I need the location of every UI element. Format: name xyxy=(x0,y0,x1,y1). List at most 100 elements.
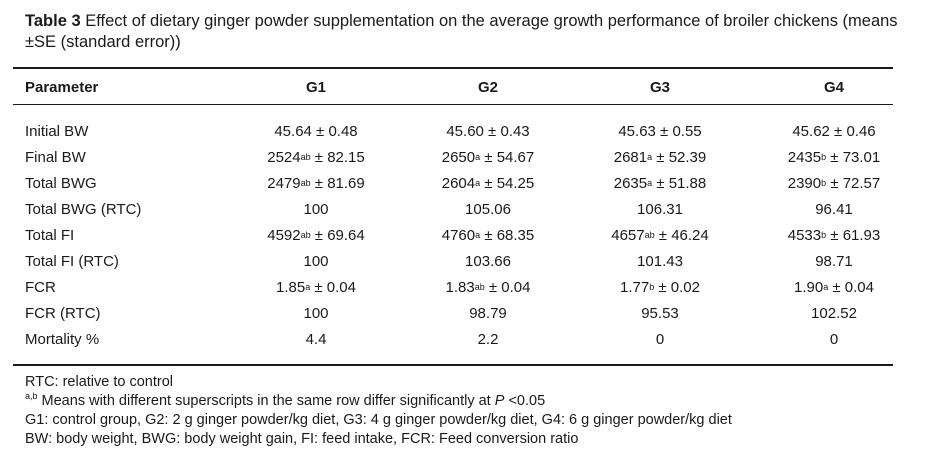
table-row: Total FI (RTC) 100 103.66 101.43 98.71 xyxy=(13,248,893,274)
table-row: Total FI 4592 ab ± 69.64 4760 a ± 68.35 4657 a… xyxy=(13,222,893,248)
cell-mean: 98.71 xyxy=(815,252,853,270)
table-row: Initial BW 45.64 ± 0.48 45.60 ± 0.43 45.63 … xyxy=(13,118,893,144)
cell-mean: 2635 xyxy=(613,174,648,192)
cell-mean: 4592 xyxy=(267,226,301,244)
bottom-rule xyxy=(13,364,893,366)
header-g3: G3 xyxy=(649,78,670,96)
cell-mean: 2479 xyxy=(267,174,301,192)
cell-mean: 98.79 xyxy=(469,304,507,322)
cell-mean: 2604 xyxy=(441,174,476,192)
row-parameter: Initial BW xyxy=(25,122,89,140)
cell-g2: 98.79 xyxy=(413,300,563,326)
cell-mean: 2435 xyxy=(787,148,822,166)
cell-g2: 4760 a ± 68.35 xyxy=(441,226,535,244)
cell-mean: 2650 xyxy=(441,148,476,166)
cell-error: ± 61.93 xyxy=(826,226,881,244)
cell-g3: 0 xyxy=(585,326,735,352)
row-parameter: Total FI xyxy=(25,226,75,244)
cell-g4: 2435 b ± 73.01 xyxy=(787,148,881,166)
table-row: FCR 1.85 a ± 0.04 1.83 ab ± 0.04 1.77 b ± 0.02… xyxy=(13,274,893,300)
cell-g1: 2479 ab ± 81.69 xyxy=(267,174,365,192)
cell-mean: 45.60 xyxy=(446,122,484,140)
footnote-significance: a,b Means with different superscripts in… xyxy=(25,391,546,410)
cell-g4: 98.71 xyxy=(759,248,909,274)
cell-error: ± 72.57 xyxy=(826,174,881,192)
cell-g1: 1.85 a ± 0.04 xyxy=(276,278,356,296)
cell-mean: 4760 xyxy=(441,226,476,244)
cell-error: ± 52.39 xyxy=(652,148,707,166)
cell-error: ± 0.46 xyxy=(829,122,876,140)
cell-g2: 2.2 xyxy=(413,326,563,352)
cell-g3: 45.63 ± 0.55 xyxy=(585,118,735,144)
cell-g3: 2635 a ± 51.88 xyxy=(613,174,707,192)
cell-error: ± 73.01 xyxy=(826,148,881,166)
cell-g2: 1.83 ab ± 0.04 xyxy=(445,278,531,296)
cell-error: ± 82.15 xyxy=(310,148,365,166)
table-row: Total BWG (RTC) 100 105.06 106.31 96.41 xyxy=(13,196,893,222)
cell-g1: 2524 ab ± 82.15 xyxy=(267,148,365,166)
cell-g2: 105.06 xyxy=(413,196,563,222)
cell-g3: 2681 a ± 52.39 xyxy=(613,148,707,166)
cell-g2: 2604 a ± 54.25 xyxy=(441,174,535,192)
cell-error: ± 54.25 xyxy=(480,174,535,192)
cell-error: ± 51.88 xyxy=(652,174,707,192)
cell-mean: 100 xyxy=(303,252,329,270)
cell-mean: 96.41 xyxy=(815,200,853,218)
cell-g1: 100 xyxy=(241,196,391,222)
header-g4: G4 xyxy=(823,78,844,96)
cell-error: ± 0.48 xyxy=(311,122,358,140)
row-parameter: Total BWG (RTC) xyxy=(25,200,142,218)
cell-g4: 0 xyxy=(759,326,909,352)
table-row: Final BW 2524 ab ± 82.15 2650 a ± 54.67 2681 a… xyxy=(13,144,893,170)
table-caption: Table 3 Effect of dietary ginger powder … xyxy=(25,11,915,53)
cell-g4: 102.52 xyxy=(759,300,909,326)
cell-g3: 95.53 xyxy=(585,300,735,326)
cell-mean: 1.85 xyxy=(276,278,306,296)
cell-mean: 45.62 xyxy=(792,122,830,140)
cell-mean: 0 xyxy=(829,330,839,348)
cell-mean: 102.52 xyxy=(811,304,857,322)
header-g1: G1 xyxy=(305,78,326,96)
row-parameter: FCR (RTC) xyxy=(25,304,101,322)
cell-error: ± 46.24 xyxy=(654,226,709,244)
table-row: Total BWG 2479 ab ± 81.69 2604 a ± 54.25 2635… xyxy=(13,170,893,196)
cell-mean: 100 xyxy=(303,304,329,322)
cell-mean: 2390 xyxy=(787,174,822,192)
cell-mean: 1.90 xyxy=(794,278,824,296)
cell-error: ± 54.67 xyxy=(480,148,535,166)
top-rule xyxy=(13,67,893,69)
cell-mean: 4533 xyxy=(787,226,822,244)
cell-mean: 101.43 xyxy=(637,252,683,270)
cell-mean: 2.2 xyxy=(477,330,499,348)
cell-error: ± 0.55 xyxy=(655,122,702,140)
cell-mean: 100 xyxy=(303,200,329,218)
cell-mean: 2681 xyxy=(613,148,648,166)
cell-g2: 103.66 xyxy=(413,248,563,274)
cell-g1: 45.64 ± 0.48 xyxy=(241,118,391,144)
cell-mean: 2524 xyxy=(267,148,301,166)
table-row: FCR (RTC) 100 98.79 95.53 102.52 xyxy=(13,300,893,326)
row-parameter: Final BW xyxy=(25,148,86,166)
cell-error: ± 0.04 xyxy=(310,278,356,296)
cell-error: ± 0.02 xyxy=(654,278,700,296)
cell-g2: 2650 a ± 54.67 xyxy=(441,148,535,166)
header-rule xyxy=(13,104,893,105)
cell-mean: 103.66 xyxy=(465,252,511,270)
cell-g4: 45.62 ± 0.46 xyxy=(759,118,909,144)
cell-mean: 95.53 xyxy=(641,304,679,322)
cell-g1: 4592 ab ± 69.64 xyxy=(267,226,365,244)
table-label: Table 3 xyxy=(25,12,81,30)
cell-g3: 4657 ab ± 46.24 xyxy=(611,226,709,244)
cell-g4: 4533 b ± 61.93 xyxy=(787,226,881,244)
cell-mean: 0 xyxy=(655,330,665,348)
header-g2: G2 xyxy=(477,78,498,96)
cell-error: ± 68.35 xyxy=(480,226,535,244)
cell-error: ± 81.69 xyxy=(310,174,365,192)
footnote-abbreviations: BW: body weight, BWG: body weight gain, … xyxy=(25,431,579,447)
cell-g3: 101.43 xyxy=(585,248,735,274)
row-parameter: FCR xyxy=(25,278,56,296)
footnote-rtc: RTC: relative to control xyxy=(25,374,174,390)
table-title: Effect of dietary ginger powder suppleme… xyxy=(25,12,898,51)
cell-g1: 100 xyxy=(241,248,391,274)
cell-mean: 1.83 xyxy=(445,278,475,296)
